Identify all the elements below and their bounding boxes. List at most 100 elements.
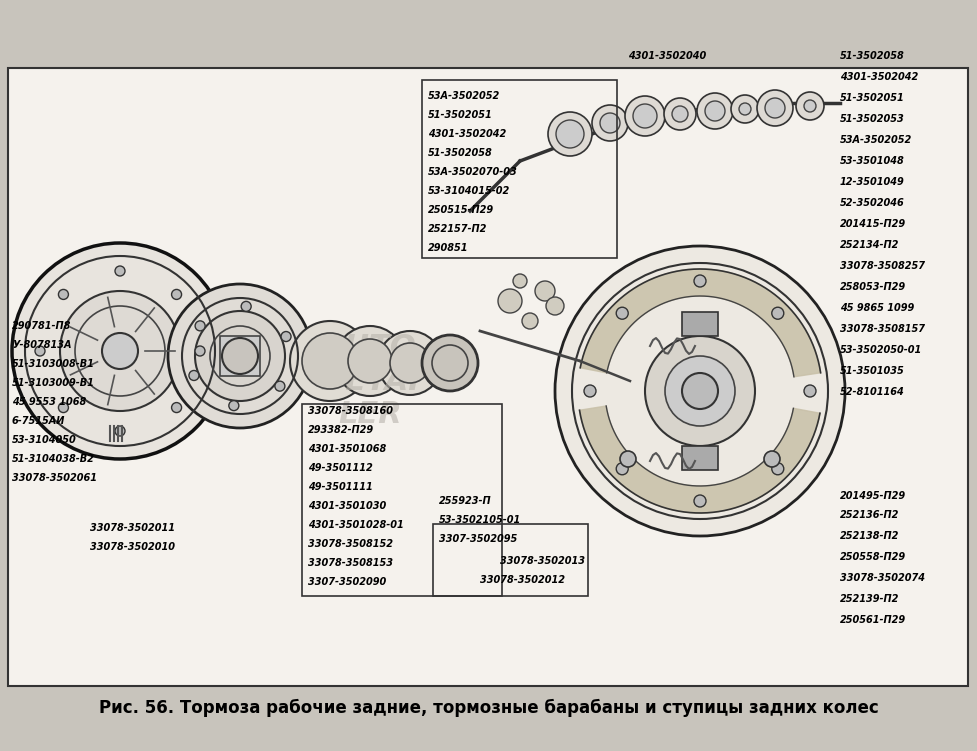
Text: 53-3502050-01: 53-3502050-01	[839, 345, 921, 355]
Circle shape	[795, 92, 824, 120]
Circle shape	[545, 297, 564, 315]
Text: 53А-3502052: 53А-3502052	[839, 135, 912, 145]
Circle shape	[275, 382, 284, 391]
Text: Рис. 56. Тормоза рабочие задние, тормозные барабаны и ступицы задних колес: Рис. 56. Тормоза рабочие задние, тормозн…	[99, 699, 878, 717]
Circle shape	[671, 106, 687, 122]
Text: 49-3501111: 49-3501111	[308, 482, 372, 492]
Polygon shape	[579, 406, 819, 513]
Text: 293382-П29: 293382-П29	[308, 425, 374, 435]
Text: 252136-П2: 252136-П2	[839, 510, 899, 520]
Text: 51-3502053: 51-3502053	[839, 114, 904, 124]
Text: 290851: 290851	[428, 243, 468, 253]
Circle shape	[591, 105, 627, 141]
Bar	[681, 312, 717, 336]
Circle shape	[624, 96, 664, 136]
Circle shape	[616, 307, 627, 319]
Text: 201415-П29: 201415-П29	[839, 219, 906, 229]
Circle shape	[102, 333, 138, 369]
Text: 33078-3508257: 33078-3508257	[839, 261, 924, 271]
Circle shape	[497, 289, 522, 313]
Text: 250558-П29: 250558-П29	[839, 552, 906, 562]
Text: У-807813А: У-807813А	[12, 340, 71, 350]
Circle shape	[60, 291, 180, 411]
Circle shape	[229, 400, 238, 411]
Text: 33078-3508157: 33078-3508157	[839, 324, 924, 334]
Circle shape	[739, 103, 750, 115]
Bar	[681, 446, 717, 470]
Text: 51-3502058: 51-3502058	[428, 148, 492, 158]
Circle shape	[390, 343, 430, 383]
Text: 4301-3502040: 4301-3502040	[627, 51, 705, 61]
Circle shape	[59, 403, 68, 412]
Circle shape	[763, 451, 780, 467]
Text: 252157-П2: 252157-П2	[428, 224, 487, 234]
Circle shape	[697, 93, 732, 129]
Circle shape	[619, 451, 635, 467]
Circle shape	[694, 275, 705, 287]
Circle shape	[663, 98, 696, 130]
Text: 250515-П29: 250515-П29	[428, 205, 493, 215]
Circle shape	[290, 321, 369, 401]
Text: 33078-3502074: 33078-3502074	[839, 573, 924, 583]
Circle shape	[556, 120, 583, 148]
Text: 4301-3502042: 4301-3502042	[839, 72, 917, 82]
Text: 290781-П8: 290781-П8	[12, 321, 71, 331]
Text: 252138-П2: 252138-П2	[839, 531, 899, 541]
Text: 3307-3502090: 3307-3502090	[308, 577, 386, 587]
Text: 252134-П2: 252134-П2	[839, 240, 899, 250]
Text: 51-3502051: 51-3502051	[839, 93, 904, 103]
Text: 45 9865 1099: 45 9865 1099	[839, 303, 913, 313]
Circle shape	[302, 333, 358, 389]
Circle shape	[241, 301, 251, 312]
Circle shape	[348, 339, 392, 383]
Text: 53А-3502052: 53А-3502052	[428, 91, 500, 101]
Circle shape	[171, 289, 182, 300]
Circle shape	[645, 336, 754, 446]
Circle shape	[335, 326, 404, 396]
Text: 51-3103009-В1: 51-3103009-В1	[12, 378, 95, 388]
Text: 53-3104015-02: 53-3104015-02	[428, 186, 510, 196]
Text: 33078-3502011: 33078-3502011	[90, 523, 175, 533]
Text: 51-3502058: 51-3502058	[839, 51, 904, 61]
Circle shape	[222, 338, 258, 374]
Circle shape	[378, 331, 442, 395]
Circle shape	[12, 243, 228, 459]
Circle shape	[59, 289, 68, 300]
Circle shape	[554, 246, 844, 536]
Text: 49-3501112: 49-3501112	[308, 463, 372, 473]
Circle shape	[664, 356, 735, 426]
Text: 4301-3501030: 4301-3501030	[308, 501, 386, 511]
Circle shape	[616, 463, 627, 475]
Text: 33078-3502010: 33078-3502010	[90, 542, 175, 552]
Text: 4301-3501028-01: 4301-3501028-01	[308, 520, 404, 530]
Text: 53А-3502070-03: 53А-3502070-03	[428, 167, 517, 177]
Circle shape	[756, 90, 792, 126]
Bar	[421, 80, 616, 258]
Circle shape	[534, 281, 554, 301]
Text: 33078-3508153: 33078-3508153	[308, 558, 393, 568]
Text: 201495-П29: 201495-П29	[839, 491, 906, 501]
Circle shape	[280, 331, 291, 342]
Circle shape	[421, 335, 478, 391]
Text: 250561-П29: 250561-П29	[839, 615, 906, 625]
Text: 252139-П2: 252139-П2	[839, 594, 899, 604]
Text: 6-7515АИ: 6-7515АИ	[12, 416, 65, 426]
Circle shape	[771, 463, 783, 475]
Text: 51-3502051: 51-3502051	[428, 110, 492, 120]
Circle shape	[704, 101, 724, 121]
Circle shape	[194, 346, 205, 356]
Circle shape	[195, 321, 205, 331]
Circle shape	[632, 104, 657, 128]
Bar	[220, 336, 260, 376]
Polygon shape	[579, 269, 820, 377]
Text: 12-3501049: 12-3501049	[839, 177, 904, 187]
Bar	[302, 404, 501, 596]
Text: 255923-П: 255923-П	[439, 496, 491, 506]
Circle shape	[764, 98, 785, 118]
Circle shape	[189, 370, 198, 381]
Circle shape	[803, 385, 815, 397]
Text: 258053-П29: 258053-П29	[839, 282, 906, 292]
Circle shape	[168, 284, 312, 428]
Circle shape	[115, 266, 125, 276]
Text: 33078-3502061: 33078-3502061	[12, 473, 97, 483]
